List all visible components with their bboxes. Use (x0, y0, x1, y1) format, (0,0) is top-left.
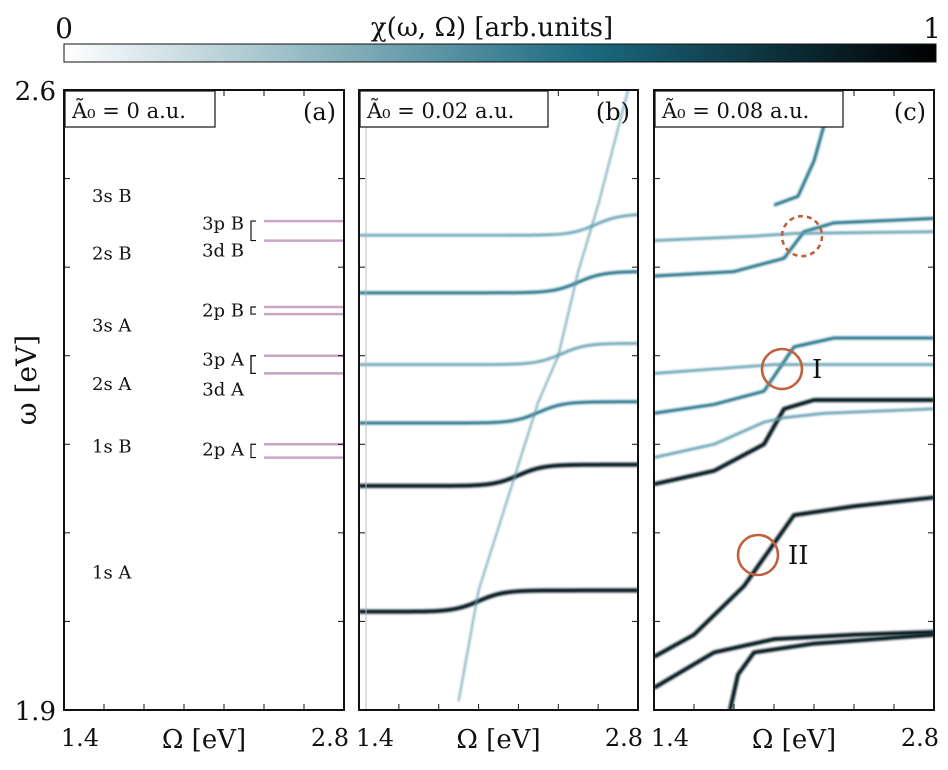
panel-a: 1s A 1s B 2s A 3s A 2s B 3s B 2p A 3p A 3d A 2p B… (61, 89, 349, 755)
pd-label-0: 2p A (202, 439, 245, 460)
diagonal-feature (457, 90, 629, 702)
panel-label: (c) (894, 98, 926, 126)
level-label-2: 2s A (92, 374, 132, 395)
pd-label-5: 3d B (202, 240, 244, 261)
pd-label-2: 3d A (202, 379, 245, 400)
colorbar-min-label: 0 (55, 12, 73, 45)
y-tick-bottom: 1.9 (15, 697, 56, 727)
y-axis-label: ω [eV] (10, 335, 43, 425)
branch-5 (654, 336, 934, 415)
pd-bracket-3 (250, 306, 256, 315)
band-4 (359, 270, 638, 295)
annotation-label-1: II (788, 541, 809, 571)
branch-9 (654, 230, 934, 242)
colorbar: 0 1 χ(ω, Ω) [arb.units] (55, 12, 941, 63)
x-axis-label: Ω [eV] (162, 725, 246, 755)
plot-area (64, 212, 344, 593)
panel-title: Ã₀ = 0 a.u. (71, 99, 186, 123)
panel-b: Ã₀ = 0.02 a.u. (b) 1.4 2.8 Ω [eV] (356, 89, 643, 755)
annotation-label-0: I (812, 355, 822, 385)
pd-bracket-0 (250, 443, 256, 459)
plot-frame (63, 89, 345, 711)
branch-0 (654, 630, 934, 690)
pd-label-4: 3p B (202, 214, 244, 235)
branch-1 (728, 632, 934, 710)
panel-title: Ã₀ = 0.08 a.u. (661, 99, 809, 123)
x-tick-label-min: 1.4 (651, 724, 689, 752)
panel-title-box (359, 90, 549, 128)
plot-frame (358, 89, 639, 711)
annotation-circle-1 (736, 533, 780, 577)
pd-label-3: 2p B (202, 301, 244, 322)
x-axis-label: Ω [eV] (752, 725, 836, 755)
branch-6 (654, 363, 934, 375)
level-label-4: 2s B (92, 244, 132, 265)
branch-4 (654, 407, 934, 459)
panel-title: Ã₀ = 0.02 a.u. (366, 99, 514, 123)
plot-background (359, 90, 638, 710)
branch-2 (654, 495, 934, 659)
x-axis-label: Ω [eV] (456, 725, 540, 755)
panel-title-box (654, 90, 844, 128)
colorbar-max-label: 1 (923, 12, 941, 45)
x-tick-label-max: 2.8 (901, 724, 939, 752)
level-label-3: 3s A (92, 315, 132, 336)
pd-label-1: 3p A (202, 349, 245, 370)
band-1 (359, 462, 638, 488)
band-0 (359, 588, 638, 614)
colorbar-gradient (63, 43, 937, 63)
colorbar-title: χ(ω, Ω) [arb.units] (371, 13, 613, 43)
plot-background (64, 90, 344, 710)
x-tick-label-max: 2.8 (605, 724, 643, 752)
level-label-0: 1s A (92, 562, 132, 583)
x-tick-label-min: 1.4 (356, 724, 394, 752)
y-tick-top: 2.6 (15, 77, 56, 107)
band-3 (359, 342, 638, 366)
pd-bracket-4 (250, 220, 256, 242)
panel-label: (a) (303, 98, 336, 126)
plot-area (654, 90, 934, 710)
panel-title-box (64, 90, 216, 128)
x-tick-label-min: 1.4 (61, 724, 99, 752)
plot-area (359, 90, 638, 710)
branch-8 (654, 216, 934, 278)
pd-bracket-2 (250, 355, 256, 375)
x-tick-label-max: 2.8 (311, 724, 349, 752)
branch-3 (654, 398, 934, 487)
level-label-5: 3s B (92, 186, 132, 207)
level-label-1: 1s B (92, 437, 132, 458)
annotation-circle-0 (760, 347, 804, 391)
band-2 (359, 400, 638, 425)
panel-label: (b) (596, 98, 630, 126)
plot-frame (653, 89, 935, 711)
annotation-circle-2 (780, 214, 824, 258)
